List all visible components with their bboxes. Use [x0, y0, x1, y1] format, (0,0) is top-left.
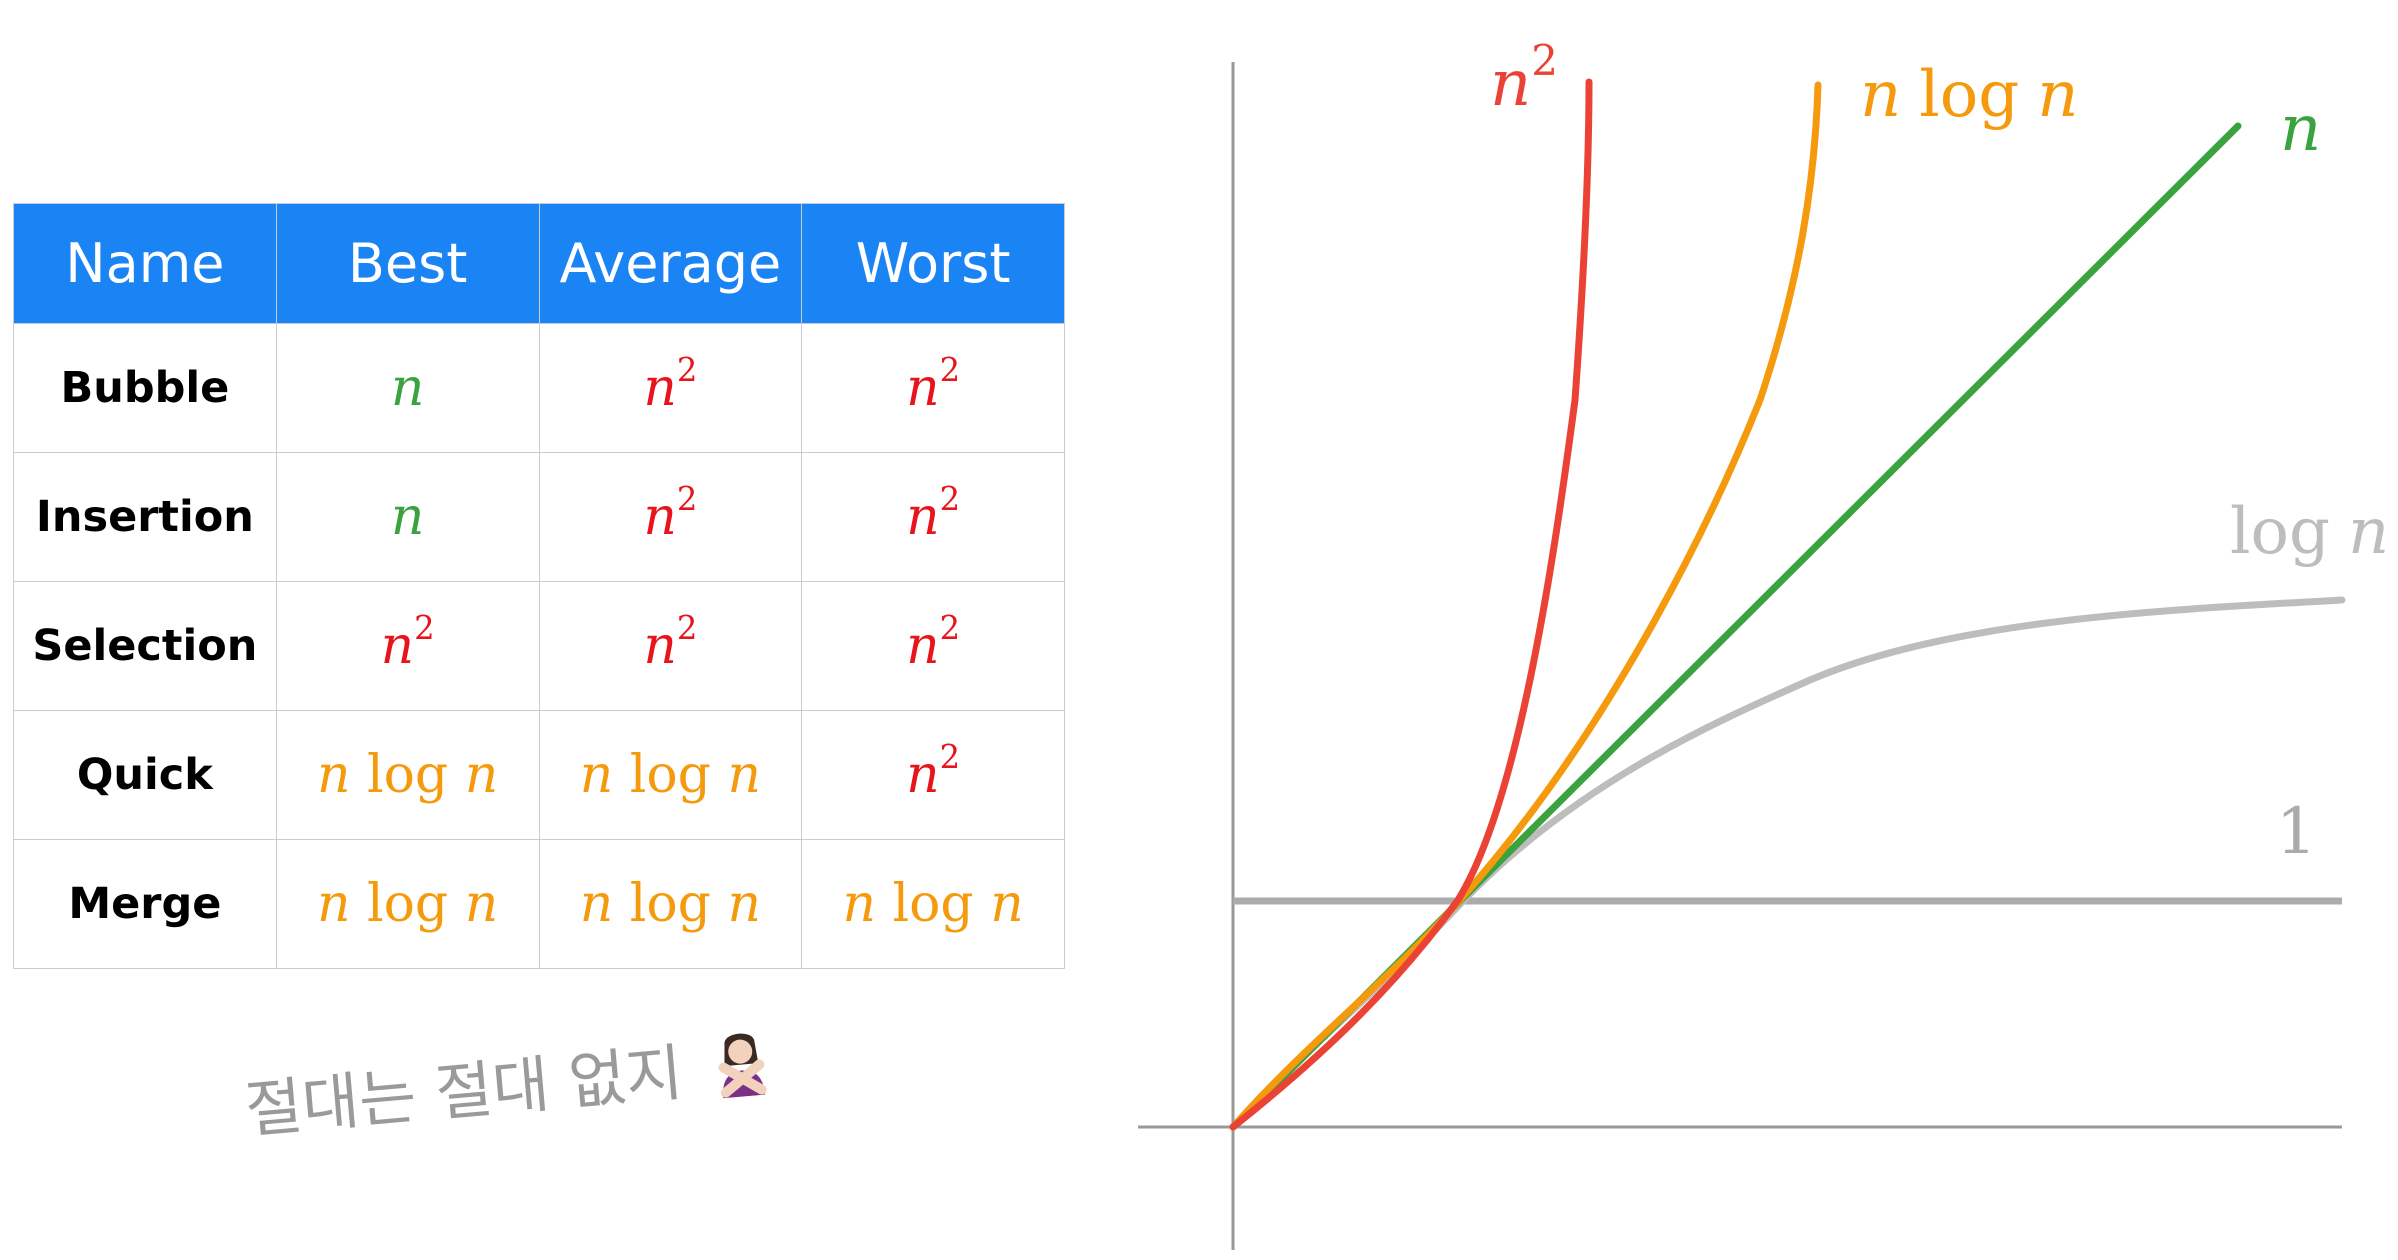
table-row: Quick n log n n log n n2 — [13, 710, 1065, 840]
complexity-best: n — [275, 452, 540, 582]
header-worst: Worst — [801, 203, 1065, 324]
complexity-worst: n log n — [801, 839, 1065, 969]
algorithm-name: Selection — [13, 581, 277, 711]
complexity-value: n2 — [906, 350, 961, 418]
complexity-value: n log n — [316, 745, 499, 805]
label-logn: log n — [2230, 495, 2389, 569]
table-body: Bubble n n2 n2 Insertion n n2 n2 Selection n2 n2 n2… — [13, 323, 1065, 969]
complexity-average: n2 — [538, 452, 803, 582]
label-n2-exp: 2 — [1531, 36, 1558, 85]
table-row: Insertion n n2 n2 — [13, 452, 1065, 582]
complexity-worst: n2 — [801, 710, 1065, 840]
complexity-value: n log n — [579, 874, 762, 934]
complexity-best: n2 — [275, 581, 540, 711]
complexity-value: n log n — [842, 874, 1024, 934]
algorithm-name: Merge — [13, 839, 277, 969]
label-nlogn-var2: n — [2037, 58, 2078, 132]
label-logn-func: log — [2230, 495, 2330, 569]
complexity-value: n — [390, 487, 425, 547]
algorithm-name: Bubble — [13, 323, 277, 453]
complexity-value: n2 — [643, 608, 698, 676]
complexity-best: n log n — [275, 710, 540, 840]
label-const-text: 1 — [2276, 795, 2317, 869]
complexity-value: n log n — [316, 874, 499, 934]
label-n: n — [2280, 92, 2321, 166]
complexity-table: Name Best Average Worst Bubble n n2 n2 Inser… — [13, 203, 1065, 969]
caption: 절대는 절대 없지 — [240, 1004, 780, 1160]
label-nlogn-var1: n — [1860, 58, 1901, 132]
header-average: Average — [538, 203, 803, 324]
label-n2-var: n — [1490, 47, 1531, 121]
label-const: 1 — [2276, 795, 2317, 869]
person-gesturing-no-icon — [718, 1033, 767, 1099]
header-name: Name — [13, 203, 277, 324]
algorithm-name: Quick — [13, 710, 277, 840]
complexity-value: n2 — [643, 479, 698, 547]
table-header-row: Name Best Average Worst — [13, 203, 1065, 324]
label-nlogn-func: log — [1919, 58, 2019, 132]
complexity-average: n log n — [538, 839, 803, 969]
table-row: Merge n log n n log n n log n — [13, 839, 1065, 969]
curve-n2 — [1229, 78, 1593, 1131]
table-row: Bubble n n2 n2 — [13, 323, 1065, 453]
complexity-best: n log n — [275, 839, 540, 969]
label-n-var: n — [2280, 92, 2321, 166]
label-nlogn: n log n — [1860, 58, 2078, 132]
label-n2: n2 — [1490, 36, 1558, 121]
complexity-average: n2 — [538, 323, 803, 453]
complexity-value: n2 — [906, 479, 961, 547]
complexity-worst: n2 — [801, 581, 1065, 711]
complexity-worst: n2 — [801, 452, 1065, 582]
complexity-value: n log n — [579, 745, 762, 805]
label-logn-var: n — [2348, 495, 2389, 569]
table-row: Selection n2 n2 n2 — [13, 581, 1065, 711]
complexity-value: n2 — [380, 608, 435, 676]
complexity-value: n2 — [906, 737, 961, 805]
complexity-value: n2 — [643, 350, 698, 418]
complexity-value: n2 — [906, 608, 961, 676]
header-best: Best — [275, 203, 540, 324]
complexity-value: n — [390, 358, 425, 418]
curve-nlogn — [1229, 81, 1822, 1131]
curve-logn — [1229, 596, 2346, 1131]
complexity-average: n log n — [538, 710, 803, 840]
complexity-worst: n2 — [801, 323, 1065, 453]
